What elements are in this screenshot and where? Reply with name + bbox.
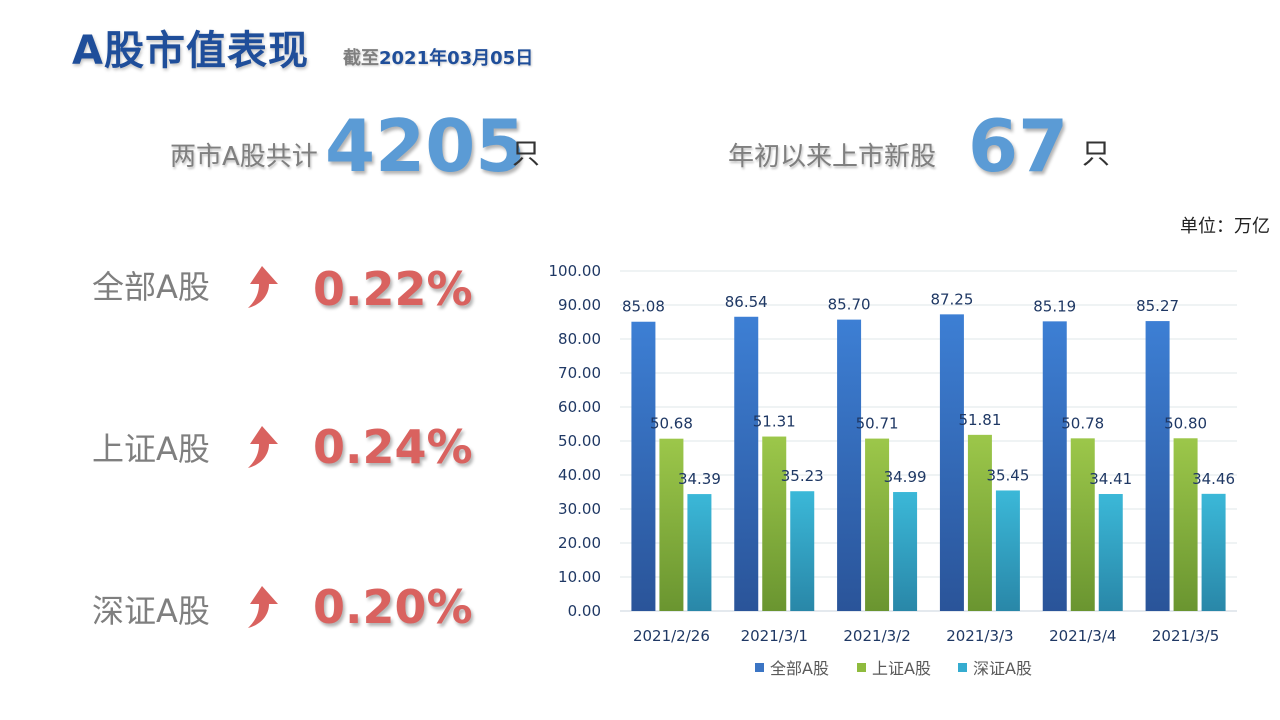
y-tick-label: 80.00 <box>558 330 601 348</box>
bar-series-sz-a <box>893 492 918 611</box>
as-of-date-value: 2021年03月05日 <box>379 48 534 69</box>
up-arrow-icon <box>248 586 278 628</box>
index-value-sz: 0.20% <box>313 580 473 634</box>
data-label: 87.25 <box>930 290 973 308</box>
x-axis: 2021/2/26 2021/3/1 2021/3/2 2021/3/3 2021/3/… <box>633 627 1219 645</box>
bar-series-sh-a <box>1173 438 1198 611</box>
bar-series-all-a <box>734 316 759 611</box>
as-of-prefix: 截至 <box>343 48 379 69</box>
x-tick-label: 2021/3/1 <box>741 627 808 645</box>
data-label: 34.41 <box>1089 470 1132 488</box>
data-label: 34.46 <box>1192 470 1235 488</box>
data-label: 50.71 <box>856 415 899 433</box>
y-tick-label: 30.00 <box>558 500 601 518</box>
data-label: 51.31 <box>753 413 796 431</box>
market-cap-bar-chart: 0.00 10.00 20.00 30.00 40.00 50.00 60.00 70.00 8… <box>549 262 1237 678</box>
bar-series-all-a <box>837 319 862 611</box>
legend-label: 上证A股 <box>872 659 931 678</box>
bars <box>631 314 1226 611</box>
data-label: 35.23 <box>781 467 824 485</box>
y-tick-label: 90.00 <box>558 296 601 314</box>
y-axis: 0.00 10.00 20.00 30.00 40.00 50.00 60.00 70.00 8… <box>549 262 602 620</box>
legend: 全部A股 上证A股 深证A股 <box>755 659 1032 678</box>
new-listings-unit: 只 <box>1082 137 1111 170</box>
bar-series-sh-a <box>1070 438 1095 611</box>
bar-series-all-a <box>631 321 656 611</box>
page-title: A股市值表现 <box>72 28 309 74</box>
new-listings-label: 年初以来上市新股 <box>728 142 937 172</box>
y-tick-label: 10.00 <box>558 568 601 586</box>
bar-series-all-a <box>939 314 964 611</box>
data-label: 85.70 <box>828 296 871 314</box>
bar-series-sz-a <box>1201 493 1226 611</box>
legend-swatch <box>958 663 967 672</box>
data-label: 86.54 <box>725 293 768 311</box>
bar-series-sh-a <box>865 438 890 611</box>
unit-note: 单位：万亿 <box>1180 216 1270 237</box>
y-tick-label: 50.00 <box>558 432 601 450</box>
y-tick-label: 20.00 <box>558 534 601 552</box>
index-label-all: 全部A股 <box>92 268 210 306</box>
index-value-all: 0.22% <box>313 262 473 316</box>
bar-series-all-a <box>1145 321 1170 611</box>
data-label: 85.27 <box>1136 297 1179 315</box>
x-tick-label: 2021/3/2 <box>843 627 910 645</box>
legend-label: 全部A股 <box>770 659 829 678</box>
legend-swatch <box>755 663 764 672</box>
bar-series-sh-a <box>967 434 992 611</box>
index-label-sz: 深证A股 <box>92 592 210 630</box>
bar-series-sz-a <box>995 490 1020 611</box>
index-value-sh: 0.24% <box>313 420 473 474</box>
index-label-sh: 上证A股 <box>92 430 210 468</box>
up-arrow-icon <box>248 426 278 468</box>
bar-series-sz-a <box>687 494 712 611</box>
x-tick-label: 2021/3/4 <box>1049 627 1116 645</box>
new-listings-value: 67 <box>968 104 1069 188</box>
y-tick-label: 70.00 <box>558 364 601 382</box>
bar-series-sh-a <box>762 436 787 611</box>
bar-series-all-a <box>1042 321 1067 611</box>
total-stocks-label: 两市A股共计 <box>170 142 318 172</box>
grid-lines <box>620 270 1237 612</box>
data-label: 50.68 <box>650 415 693 433</box>
y-tick-label: 0.00 <box>568 602 601 620</box>
data-label: 51.81 <box>958 411 1001 429</box>
as-of-date: 截至2021年03月05日 <box>343 44 533 70</box>
total-stocks-unit: 只 <box>512 137 541 170</box>
bar-series-sh-a <box>659 438 684 611</box>
data-label: 85.19 <box>1033 297 1076 315</box>
y-tick-label: 100.00 <box>549 262 602 280</box>
total-stocks-value: 4205 <box>325 104 526 188</box>
data-label: 50.78 <box>1061 414 1104 432</box>
data-label: 34.99 <box>884 468 927 486</box>
data-label: 35.45 <box>986 466 1029 484</box>
x-tick-label: 2021/3/3 <box>946 627 1013 645</box>
legend-swatch <box>857 663 866 672</box>
data-label: 50.80 <box>1164 414 1207 432</box>
x-tick-label: 2021/3/5 <box>1152 627 1219 645</box>
data-labels: 85.08 50.68 34.39 86.54 51.31 35.23 85.70 50.71… <box>622 290 1235 488</box>
data-label: 85.08 <box>622 298 665 316</box>
y-tick-label: 40.00 <box>558 466 601 484</box>
up-arrow-icon <box>248 266 278 308</box>
bar-series-sz-a <box>790 491 815 611</box>
legend-label: 深证A股 <box>973 659 1032 678</box>
x-tick-label: 2021/2/26 <box>633 627 710 645</box>
bar-series-sz-a <box>1098 494 1123 611</box>
y-tick-label: 60.00 <box>558 398 601 416</box>
data-label: 34.39 <box>678 470 721 488</box>
